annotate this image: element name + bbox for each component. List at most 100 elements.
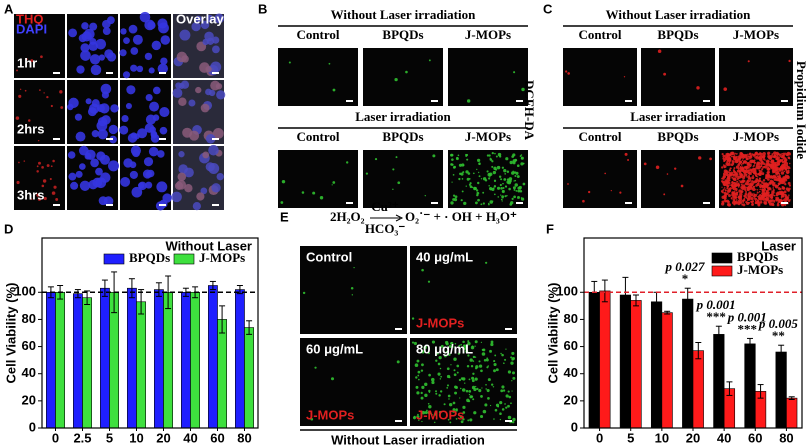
cell [75,131,86,142]
spot [517,189,521,193]
x-axis-label: Concentration (μg/mL) [80,445,219,448]
spot [784,178,788,182]
spot [458,344,461,347]
spot [767,159,770,163]
spot [488,184,490,187]
spot [469,395,473,399]
spot [30,198,33,200]
y-tick-label: 60 [564,338,578,353]
spot [736,169,740,173]
cell [204,31,214,42]
spot [462,411,466,414]
error-bar [236,285,243,295]
cell [126,85,136,95]
spot [759,194,762,197]
spot [482,177,487,181]
spot [428,405,432,409]
spot [762,151,766,156]
plot-frame [583,237,803,429]
cell [181,55,189,63]
bar [82,297,92,429]
spot [773,151,777,155]
spot [512,371,515,375]
column-label: BPQDs [382,27,423,42]
spot [774,164,778,168]
significance: *** [706,309,726,324]
spot [428,59,431,62]
spot [416,415,420,419]
spot [42,179,47,183]
spot [759,165,762,168]
spot [414,363,419,367]
spot [567,72,570,75]
spot [16,69,18,72]
cell [104,49,114,59]
spot [760,161,764,166]
spot [494,193,496,196]
spot [474,345,476,347]
cell [101,115,111,125]
spot [467,340,470,343]
spot [482,191,485,194]
spot [720,190,724,193]
spot [738,156,742,160]
cell [78,145,89,156]
cell [208,89,216,97]
spot [450,201,454,205]
spot [501,195,505,199]
spot [465,389,469,393]
spot [468,378,471,381]
spot [427,402,430,405]
spot [426,409,428,412]
spot [747,185,750,188]
spot [753,181,756,184]
spot [468,393,471,396]
spot [449,421,452,424]
spot [761,194,764,197]
spot [451,163,454,166]
error-bar [219,305,226,334]
cell [80,43,90,53]
spot [741,199,744,202]
spot [16,180,20,185]
spot [767,175,770,178]
spot [749,159,753,163]
spot [439,378,442,380]
spot [463,201,467,206]
column-label: J-MOPs [465,129,511,144]
spot [514,183,518,187]
spot [454,391,458,395]
bar [136,301,146,429]
spot [485,261,488,264]
spot [471,379,475,383]
spot [493,360,496,363]
spot [351,294,353,296]
spot [512,170,514,173]
cell [178,83,185,90]
spot [281,179,286,184]
spot [462,340,465,344]
spot [619,191,622,194]
cell [91,129,100,138]
spot [729,184,731,186]
spot [741,159,744,161]
spot [727,203,732,207]
spot [461,163,465,167]
cell [145,114,156,125]
spot [481,352,486,356]
spot [503,169,507,173]
spot [698,156,702,160]
cell [150,134,160,143]
spot [786,165,790,170]
spot [731,184,733,187]
spot [723,173,726,176]
spot [411,341,415,344]
spot [734,152,736,155]
cell [125,102,132,110]
spot [458,163,463,167]
spot [420,391,423,395]
cell [144,52,153,61]
spot [733,167,736,170]
spot [776,175,778,177]
spot [467,354,470,357]
